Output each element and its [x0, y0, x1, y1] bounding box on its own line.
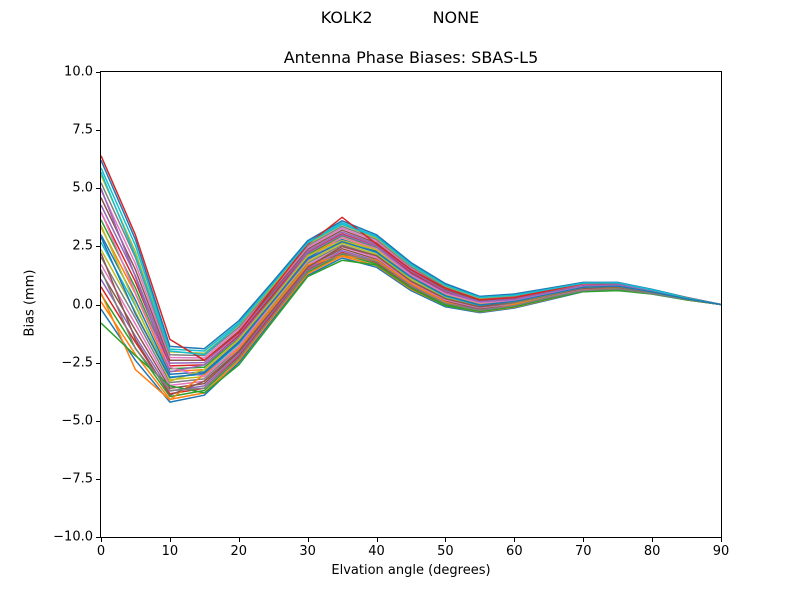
x-tick-mark	[101, 537, 102, 542]
y-tick-mark	[96, 188, 101, 190]
y-tick-mark	[96, 420, 101, 422]
figure-suptitle: KOLK2 NONE	[0, 9, 800, 27]
y-tick-label: 10.0	[64, 64, 93, 80]
y-tick-label: 7.5	[72, 122, 93, 138]
x-axis-label: Elvation angle (degrees)	[331, 563, 491, 578]
series-line	[101, 171, 721, 356]
x-tick-label: 20	[230, 544, 248, 559]
y-tick-label: 2.5	[72, 238, 93, 254]
y-tick-label: −5.0	[61, 413, 93, 429]
x-tick-label: 0	[96, 544, 106, 559]
plot-lines-canvas	[101, 155, 721, 403]
x-tick-mark	[652, 537, 654, 542]
x-tick-mark	[307, 537, 309, 542]
series-line	[101, 219, 721, 370]
y-tick-label: −7.5	[61, 471, 93, 487]
y-tick-label: −2.5	[61, 355, 93, 371]
series-line	[101, 211, 721, 378]
suptitle-station: KOLK2	[320, 8, 373, 27]
y-tick-mark	[96, 304, 101, 306]
plot-area: 0 10 20 30 40 50 60 70 80 90 −10.0 −7.5 −5.0 −2.5 0.0 2…	[53, 65, 729, 560]
x-tick-label: 40	[368, 544, 385, 559]
x-tick-mark	[376, 537, 378, 542]
x-tick-mark	[169, 537, 171, 542]
y-tick-mark	[96, 72, 101, 73]
x-tick-label: 80	[643, 544, 661, 559]
y-tick-label: 0.0	[72, 297, 93, 312]
x-tick-mark	[238, 537, 240, 542]
y-tick-mark	[96, 537, 101, 538]
y-tick-label: −10.0	[53, 529, 93, 545]
x-tick-mark	[445, 537, 447, 542]
series-line	[101, 188, 721, 373]
suptitle-antenna: NONE	[432, 8, 480, 27]
y-tick-mark	[96, 130, 101, 132]
series-line	[101, 155, 721, 362]
x-tick-label: 90	[712, 544, 730, 559]
x-tick-label: 70	[574, 544, 592, 559]
x-tick-mark	[514, 537, 516, 542]
axes-title: Antenna Phase Biases: SBAS-L5	[283, 48, 539, 67]
x-tick-label: 10	[161, 544, 179, 559]
y-tick-mark	[96, 362, 101, 364]
y-tick-mark	[96, 246, 101, 248]
x-tick-label: 30	[299, 544, 316, 559]
series-line	[101, 236, 721, 379]
x-tick-label: 50	[437, 544, 454, 559]
series-line	[101, 252, 721, 392]
y-axis-label: Bias (mm)	[22, 269, 38, 337]
x-tick-mark	[721, 537, 722, 542]
y-tick-label: 5.0	[72, 180, 93, 196]
series-line	[101, 259, 721, 394]
series-line	[101, 160, 721, 350]
x-tick-mark	[583, 537, 585, 542]
x-tick-label: 60	[506, 544, 523, 559]
series-line	[101, 167, 721, 352]
y-tick-mark	[96, 478, 101, 480]
